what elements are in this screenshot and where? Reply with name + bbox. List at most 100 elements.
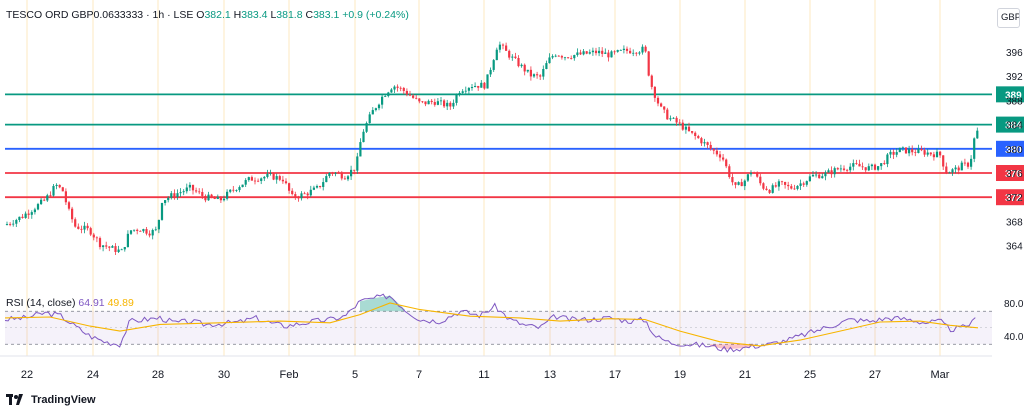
candle-body	[67, 202, 71, 209]
candle-body	[749, 172, 753, 175]
candle-body	[284, 181, 288, 184]
candle-body	[932, 154, 935, 158]
high-value: 383.4	[241, 9, 268, 21]
candle-body	[855, 163, 858, 164]
candle-body	[951, 169, 954, 173]
price-tick-label: 392	[1006, 72, 1023, 83]
rsi-band	[5, 311, 992, 345]
candle-body	[136, 229, 139, 231]
open-label: O	[196, 9, 205, 21]
time-axis: 22 24 28 30 Feb 5 7 11 13 17 19 21 25 27 Mar	[0, 355, 992, 381]
candle-body	[957, 167, 960, 171]
candle-body	[908, 149, 911, 154]
candle-body	[641, 46, 644, 53]
time-tick-label: 19	[674, 369, 686, 381]
candle-body	[235, 190, 238, 191]
candle-body	[722, 157, 725, 160]
candle-body	[46, 195, 49, 201]
candle-body	[523, 64, 526, 72]
rsi-title[interactable]: RSI (14, close)	[6, 297, 76, 309]
candle-body	[598, 50, 601, 54]
level-badge-label: 389	[1005, 90, 1022, 101]
level-badge	[996, 116, 1024, 133]
candle-body	[790, 186, 793, 189]
time-tick-label: 11	[478, 369, 489, 381]
candle-body	[756, 173, 759, 177]
candle-body	[787, 184, 790, 187]
candle-body	[353, 169, 356, 171]
price-tick-label: 368	[1006, 217, 1023, 228]
candle-body	[703, 142, 706, 144]
candle-body	[784, 181, 787, 185]
candle-body	[759, 176, 762, 184]
candle-body	[436, 101, 439, 105]
candle-body	[337, 172, 340, 174]
candle-body	[818, 174, 821, 179]
candle-body	[508, 50, 511, 58]
candle-body	[15, 219, 18, 224]
currency-button[interactable]: GBP	[997, 8, 1020, 28]
candle-body	[226, 191, 229, 199]
candle-body	[883, 163, 886, 165]
candle-body	[570, 58, 573, 59]
candle-body	[660, 103, 663, 107]
candle-body	[474, 85, 477, 88]
candle-body	[151, 230, 154, 236]
candle-body	[966, 162, 970, 167]
candle-body	[687, 126, 691, 132]
candle-body	[557, 55, 560, 57]
symbol-title[interactable]: TESCO ORD GBP0.0633333 · 1h · LSE	[6, 9, 194, 21]
candle-body	[241, 184, 244, 188]
rsi-ma-value: 49.89	[107, 297, 134, 309]
candle-body	[573, 55, 576, 59]
candle-body	[970, 158, 973, 167]
candle-body	[427, 100, 430, 105]
candle-body	[418, 98, 421, 102]
candle-body	[901, 147, 904, 149]
price-tick-label: 364	[1006, 242, 1023, 253]
time-tick-label: 27	[869, 369, 881, 381]
candle-body	[520, 64, 523, 67]
candle-body	[591, 50, 594, 53]
high-label: H	[233, 9, 242, 21]
price-tick-label: 380	[1006, 145, 1023, 156]
candle-body	[222, 198, 226, 201]
candle-body	[926, 152, 929, 155]
candle-body	[257, 180, 260, 182]
candle-body	[836, 168, 839, 170]
candle-body	[424, 101, 427, 105]
candle-body	[89, 228, 92, 235]
candle-body	[278, 176, 281, 180]
candle-body	[576, 52, 579, 56]
candle-body	[483, 82, 486, 89]
candle-body	[390, 89, 393, 93]
candle-body	[669, 118, 672, 120]
price-tick-label: 384	[1006, 121, 1023, 132]
candle-body	[613, 51, 616, 53]
vertical-gridlines	[26, 0, 941, 356]
time-tick-label: 28	[152, 369, 164, 381]
candle-body	[610, 51, 613, 58]
candle-body	[601, 50, 604, 54]
candle-body	[157, 219, 160, 230]
candles	[5, 41, 979, 255]
candle-body	[802, 183, 805, 185]
brand-footer[interactable]: TradingView	[6, 394, 96, 406]
candle-body	[691, 131, 694, 133]
close-value: 383.1	[313, 9, 340, 21]
candle-body	[188, 184, 191, 188]
candle-body	[920, 148, 923, 151]
candle-body	[498, 44, 501, 50]
candle-body	[973, 138, 976, 159]
candle-body	[625, 48, 629, 51]
candle-body	[77, 226, 80, 229]
candle-body	[18, 216, 21, 220]
candle-body	[52, 185, 55, 196]
candle-body	[864, 167, 867, 171]
candle-body	[297, 197, 300, 199]
candle-body	[204, 195, 207, 201]
candle-body	[319, 186, 322, 187]
candle-body	[145, 229, 148, 234]
candle-body	[793, 188, 796, 190]
